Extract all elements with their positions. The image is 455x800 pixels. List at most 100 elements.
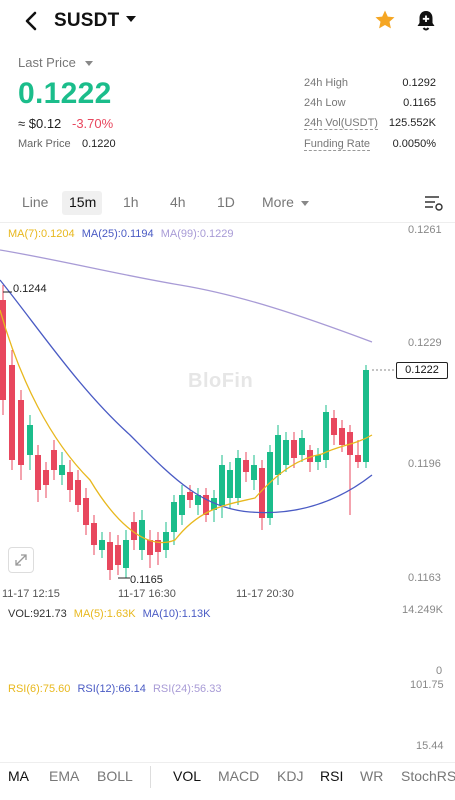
expand-icon[interactable] [8,547,34,573]
candle-body [299,438,305,455]
candle-body [283,440,289,465]
mark-price-label: Mark Price [18,138,71,150]
candle-body [339,428,345,445]
candle-body [155,540,161,552]
candle-body [235,458,241,498]
tab-15m[interactable]: 15m [69,194,97,210]
tab-1d[interactable]: 1D [217,194,235,210]
volume-legend: VOL:921.73 MA(5):1.63K MA(10):1.13K [8,608,210,620]
chevron-down-icon[interactable] [301,201,309,206]
candle-body [315,455,321,462]
chevron-down-icon[interactable] [126,16,136,22]
indicator-ema[interactable]: EMA [49,768,80,784]
stat-low-value: 0.1165 [403,97,436,109]
candle-body [243,460,249,472]
chevron-left-icon[interactable] [20,9,44,33]
mark-price-value: 0.1220 [82,138,116,150]
ma99-legend: MA(99):0.1229 [160,228,234,240]
ma99-line [0,249,373,343]
candle-body [291,440,297,458]
usd-value: ≈ $0.12 [18,116,62,131]
candle-body [27,425,33,455]
rsi-y-label: 101.75 [410,679,444,691]
candle-body [107,542,113,570]
x-axis-label: 11-17 16:30 [118,588,176,600]
rsi6-legend: RSI(6):75.60 [8,683,71,695]
indicator-ma[interactable]: MA [8,768,29,784]
ma25-legend: MA(25):0.1194 [81,228,154,240]
ma-legend: MA(7):0.1204 MA(25):0.1194 MA(99):0.1229 [8,228,234,240]
symbol-title[interactable]: SUSDT [54,10,120,31]
high-annotation: 0.1244 [13,283,47,295]
tab-4h[interactable]: 4h [170,194,186,210]
indicator-rsi[interactable]: RSI [320,768,344,784]
indicator-bar [0,762,455,793]
candle-body [35,455,41,490]
candle-body [179,495,185,515]
candle-body [75,480,81,505]
candle-body [83,498,89,525]
candle-body [51,450,57,470]
rsi-legend: RSI(6):75.60 RSI(12):66.14 RSI(24):56.33 [8,683,221,695]
candle-body [323,412,329,460]
candle-body [43,470,49,485]
candle-body [59,465,65,475]
stat-low-label: 24h Low [304,97,346,109]
candle-body [219,465,225,505]
settings-icon[interactable] [424,194,444,212]
rsi-y-label: 15.44 [416,740,444,752]
volume-y-label: 0 [436,665,443,677]
indicator-wr[interactable]: WR [360,768,384,784]
vol-ma10-legend: MA(10):1.13K [142,608,211,620]
indicator-stochrsi[interactable]: StochRSI [401,768,455,784]
divider [150,766,151,788]
candle-body [259,468,265,518]
stat-funding-label[interactable]: Funding Rate [304,138,371,151]
candle-body [139,520,145,550]
candle-body [171,502,177,532]
ma7-legend: MA(7):0.1204 [8,228,75,240]
indicator-boll[interactable]: BOLL [97,768,133,784]
rsi24-legend: RSI(24):56.33 [152,683,222,695]
candle-body [275,435,281,475]
x-axis-label: 11-17 12:15 [2,588,60,600]
indicator-macd[interactable]: MACD [218,768,260,784]
divider [0,222,455,223]
stat-volume-value: 125.552K [388,117,436,129]
chevron-down-icon[interactable] [85,61,93,66]
vol-legend: VOL:921.73 [8,608,67,620]
candle-body [267,452,273,518]
indicator-kdj[interactable]: KDJ [277,768,304,784]
last-price-tag: 0.1222 [396,362,448,379]
tab-line[interactable]: Line [22,194,49,210]
candle-body [331,418,337,435]
candle-body [131,522,137,540]
watermark-logo: BloFin [188,370,254,392]
tab-more[interactable]: More [262,194,294,210]
star-icon[interactable] [373,8,397,32]
candlestick-chart[interactable] [0,240,455,610]
candle-body [115,545,121,565]
stat-volume-label[interactable]: 24h Vol(USDT) [304,117,378,130]
ma7-line [0,309,373,544]
y-axis-label: 0.1196 [408,458,441,470]
rsi12-legend: RSI(12):66.14 [77,683,146,695]
candle-body [0,300,6,400]
tab-1h[interactable]: 1h [123,194,139,210]
price-change-percent: -3.70% [72,116,114,131]
candle-body [18,400,24,465]
candle-body [67,472,73,490]
stat-high-label: 24h High [304,77,349,89]
y-axis-label: 0.1163 [408,572,441,584]
candle-body [227,470,233,498]
low-annotation: 0.1165 [130,574,163,586]
candle-body [307,450,313,462]
candle-body [355,455,361,462]
ma25-line [0,279,373,514]
last-price-label[interactable]: Last Price [18,55,76,70]
indicator-vol[interactable]: VOL [173,768,202,784]
x-axis-label: 11-17 20:30 [236,588,294,600]
candle-body [251,465,257,480]
bell-plus-icon[interactable] [413,8,439,34]
candle-body [211,498,217,510]
